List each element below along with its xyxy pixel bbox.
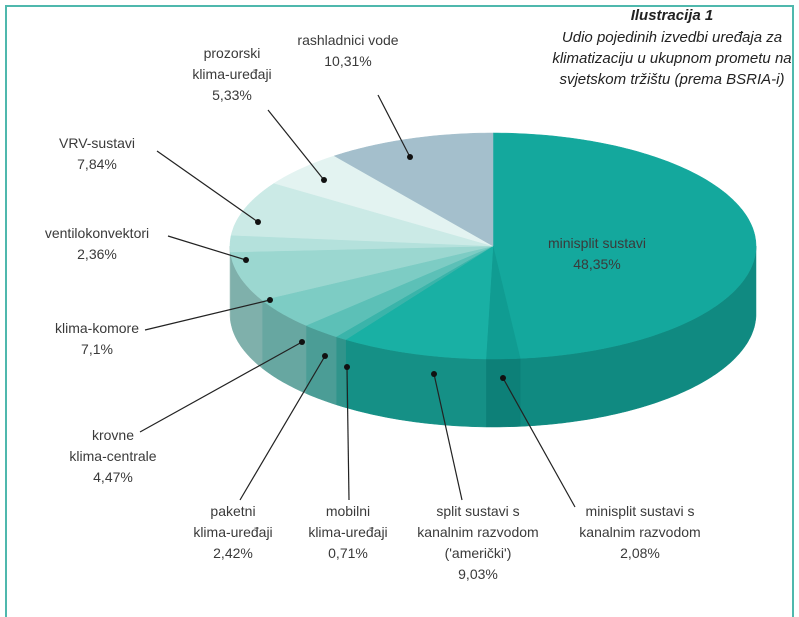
value-label: 0,71% [328,545,368,561]
slice [229,234,494,253]
slice-label: ventilokonvektori [45,225,149,241]
leader-line [139,341,303,433]
slice-side [485,358,521,428]
slice-side [305,325,337,406]
slice-label: paketni klima-uređaji [193,503,272,540]
slice [492,132,757,359]
leader-line [267,109,325,181]
leader-line [239,355,326,501]
leader-line [502,377,576,508]
slice-side [335,336,346,408]
value-label: 2,08% [620,545,660,561]
value-label: 2,42% [213,545,253,561]
leader-dot [299,339,305,345]
slice [273,155,494,247]
value-label: 10,31% [324,53,371,69]
slice [261,245,494,326]
slice-label: mobilni klima-uređaji [308,503,387,540]
leader-line [346,366,350,501]
slice-label: split sustavi s kanalnim razvodom ('američ… [417,503,538,561]
slice-label: krovne klima-centrale [69,427,156,464]
leader-dot [243,257,249,263]
leader-dot [321,177,327,183]
leader-dot [322,353,328,359]
leader-dot [344,364,350,370]
value-label: 2,36% [77,246,117,262]
value-label: 5,33% [212,87,252,103]
leader-line [156,150,259,223]
leader-line [167,235,247,261]
leader-dot [255,219,261,225]
slice-label: minisplit sustavi s kanalnim razvodom [579,503,700,540]
slice-label: prozorski klima-uređaji [192,45,271,82]
slice-label: rashladnici vode [297,32,398,48]
slice [333,132,494,247]
leader-line [144,299,271,331]
slice [230,183,494,247]
value-label: 48,35% [573,256,620,272]
leader-line [433,373,463,501]
leader-dot [407,154,413,160]
chart-title: Ilustracija 1 [631,7,714,24]
slice [230,245,494,301]
slice [305,245,494,337]
chart-subtitle: Udio pojedinih izvedbi uređaja za klimati… [552,29,791,88]
value-label: 9,03% [458,566,498,582]
leader-dot [267,297,273,303]
slice-label: VRV-sustavi [59,135,135,151]
value-label: 7,1% [81,341,113,357]
slice-label: klima-komore [55,320,139,336]
slice [345,245,494,360]
slice-label: minisplit sustavi [548,235,646,251]
leader-line [377,94,411,158]
frame [5,5,794,617]
tops [229,132,757,360]
leader-dot [431,371,437,377]
leader-dot [500,375,506,381]
value-label: 4,47% [93,469,133,485]
value-label: 7,84% [77,156,117,172]
slice [485,245,521,360]
